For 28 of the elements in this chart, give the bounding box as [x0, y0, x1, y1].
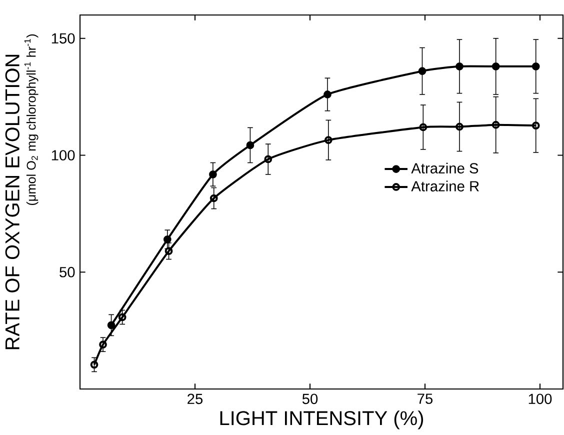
y-axis-title: RATE OF OXYGEN EVOLUTION [5, 54, 20, 350]
text: (μmol O$_{2}$ mg chlorophyll$^{-1}$ hr$^{-1}$) [24, 34, 38, 206]
point [456, 122, 464, 131]
point [324, 90, 332, 98]
point [456, 62, 464, 70]
point [246, 141, 254, 150]
point [324, 136, 332, 144]
point [99, 340, 107, 349]
x-tick-label: 75 [418, 394, 433, 404]
legend-label: Atrazine S [411, 162, 478, 174]
point [418, 67, 426, 76]
point [210, 194, 218, 202]
x-tick-label: 100 [528, 394, 552, 404]
point [264, 155, 272, 164]
x-axis-title: LIGHT INTENSITY (%) [220, 410, 424, 430]
y-tick-label: 100 [52, 150, 75, 160]
point [107, 321, 116, 330]
point [419, 123, 428, 132]
point [532, 62, 540, 70]
y-tick-label: 150 [52, 33, 75, 44]
y-tick-label: 50 [60, 266, 75, 278]
point [118, 313, 126, 322]
point [209, 170, 217, 178]
x-tick-label: 50 [302, 394, 318, 404]
legend-label: Atrazine R [411, 180, 479, 192]
point [492, 62, 500, 70]
x-tick-label: 25 [188, 394, 203, 404]
point [492, 120, 500, 129]
